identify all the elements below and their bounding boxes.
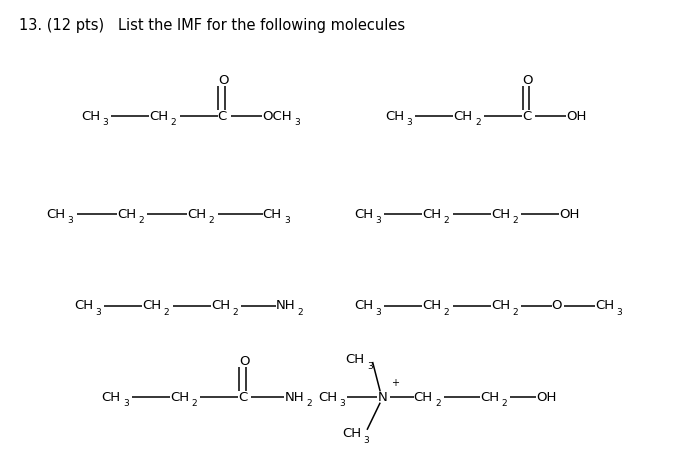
Text: N: N xyxy=(378,390,388,404)
Text: 2: 2 xyxy=(209,217,214,226)
Text: O: O xyxy=(239,355,250,368)
Text: CH: CH xyxy=(491,208,510,221)
Text: CH: CH xyxy=(262,208,282,221)
Text: 2: 2 xyxy=(192,399,197,408)
Text: +: + xyxy=(391,378,398,388)
Text: O: O xyxy=(523,74,533,87)
Text: 2: 2 xyxy=(443,217,450,226)
Text: CH: CH xyxy=(385,110,404,122)
Text: 13. (12 pts)   List the IMF for the following molecules: 13. (12 pts) List the IMF for the follow… xyxy=(19,18,405,33)
Text: C: C xyxy=(239,390,248,404)
Text: CH: CH xyxy=(346,353,365,366)
Text: CH: CH xyxy=(187,208,206,221)
Text: OH: OH xyxy=(559,208,579,221)
Text: 2: 2 xyxy=(502,399,507,408)
Text: 2: 2 xyxy=(475,118,480,127)
Text: 3: 3 xyxy=(367,362,373,371)
Text: C: C xyxy=(218,110,227,122)
Text: CH: CH xyxy=(74,299,93,312)
Text: CH: CH xyxy=(117,208,136,221)
Text: CH: CH xyxy=(354,299,373,312)
Text: 3: 3 xyxy=(123,399,129,408)
Text: CH: CH xyxy=(318,390,337,404)
Text: CH: CH xyxy=(170,390,189,404)
Text: CH: CH xyxy=(595,299,614,312)
Text: CH: CH xyxy=(491,299,510,312)
Text: NH: NH xyxy=(276,299,296,312)
Text: 3: 3 xyxy=(364,436,369,445)
Text: 2: 2 xyxy=(512,308,518,317)
Text: CH: CH xyxy=(81,110,100,122)
Text: 3: 3 xyxy=(375,217,381,226)
Text: 2: 2 xyxy=(435,399,441,408)
Text: CH: CH xyxy=(354,208,373,221)
Text: 2: 2 xyxy=(164,308,169,317)
Text: C: C xyxy=(522,110,531,122)
Text: O: O xyxy=(219,74,229,87)
Text: CH: CH xyxy=(423,208,441,221)
Text: 3: 3 xyxy=(95,308,101,317)
Text: CH: CH xyxy=(149,110,169,122)
Text: 2: 2 xyxy=(306,399,312,408)
Text: 3: 3 xyxy=(284,217,290,226)
Text: OH: OH xyxy=(566,110,587,122)
Text: 3: 3 xyxy=(68,217,74,226)
Text: O: O xyxy=(552,299,562,312)
Text: CH: CH xyxy=(142,299,162,312)
Text: 2: 2 xyxy=(171,118,176,127)
Text: 2: 2 xyxy=(138,217,144,226)
Text: 3: 3 xyxy=(294,118,301,127)
Text: 3: 3 xyxy=(339,399,345,408)
Text: 3: 3 xyxy=(616,308,622,317)
Text: CH: CH xyxy=(480,390,499,404)
Text: 3: 3 xyxy=(375,308,381,317)
Text: 2: 2 xyxy=(232,308,238,317)
Text: CH: CH xyxy=(101,390,121,404)
Text: CH: CH xyxy=(453,110,473,122)
Text: 3: 3 xyxy=(102,118,108,127)
Text: OH: OH xyxy=(536,390,557,404)
Text: 3: 3 xyxy=(407,118,412,127)
Text: CH: CH xyxy=(211,299,230,312)
Text: CH: CH xyxy=(342,427,362,440)
Text: CH: CH xyxy=(46,208,65,221)
Text: NH: NH xyxy=(285,390,304,404)
Text: 2: 2 xyxy=(297,308,303,317)
Text: CH: CH xyxy=(423,299,441,312)
Text: 2: 2 xyxy=(443,308,450,317)
Text: CH: CH xyxy=(414,390,433,404)
Text: 2: 2 xyxy=(512,217,518,226)
Text: OCH: OCH xyxy=(262,110,292,122)
